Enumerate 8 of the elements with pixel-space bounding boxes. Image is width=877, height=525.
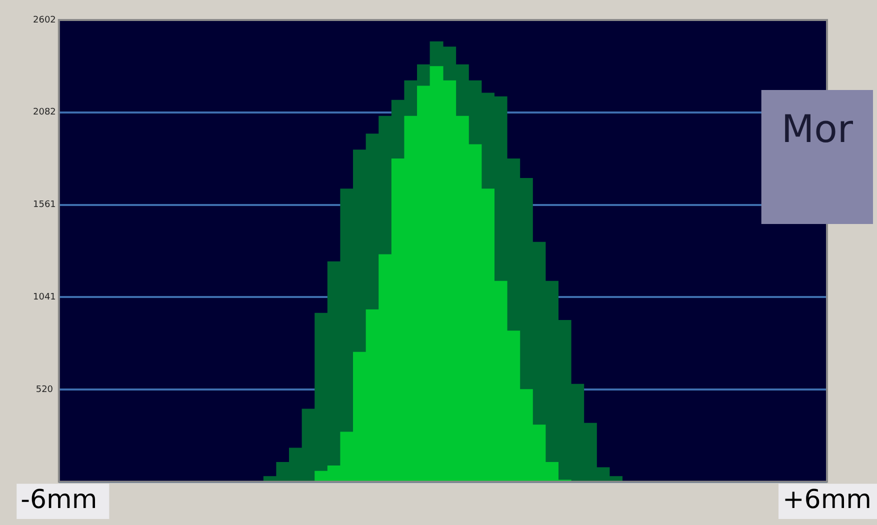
x-tick-label: -6mm <box>20 485 98 516</box>
y-tick-label: 520 <box>36 384 54 395</box>
y-tick-label: 1041 <box>33 292 56 302</box>
annotation: Mor <box>781 106 854 151</box>
y-tick-label: 2602 <box>33 15 56 26</box>
y-tick-label: 2082 <box>33 108 56 118</box>
x-tick-label: +6mm <box>782 485 872 516</box>
y-tick-label: 1561 <box>33 200 56 210</box>
